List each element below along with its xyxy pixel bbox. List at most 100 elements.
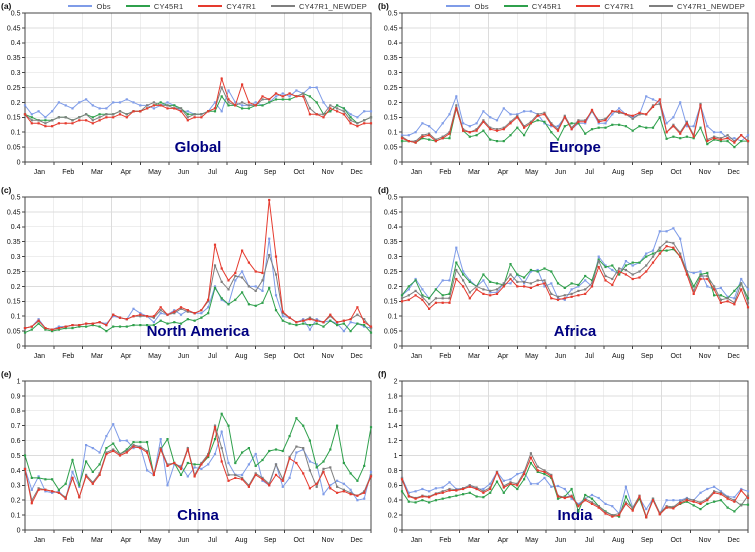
series-marker-cy45r1	[543, 267, 546, 270]
series-marker-cy47r1	[308, 113, 311, 116]
series-marker-cy47r1	[604, 279, 607, 282]
series-marker-cy47r1	[462, 487, 465, 491]
series-marker-cy45r1	[577, 510, 580, 513]
series-marker-cy45r1	[227, 104, 230, 107]
series-marker-obs	[434, 487, 437, 490]
legend-item-newdep: CY47R1_NEWDEP	[270, 2, 367, 11]
series-marker-obs	[733, 297, 736, 300]
y-tick-label: 0.5	[388, 194, 398, 201]
series-marker-cy47r1	[455, 489, 458, 492]
series-marker-obs	[719, 286, 722, 289]
y-tick-label: 1	[17, 378, 21, 385]
x-tick-label: Jun	[555, 169, 566, 176]
series-marker-cy47r1	[369, 122, 373, 125]
series-marker-obs	[448, 279, 451, 282]
series-marker-cy47r1	[611, 283, 614, 286]
series-marker-cy47r1	[288, 92, 291, 95]
series-marker-obs	[30, 113, 33, 116]
series-marker-cy45r1	[699, 273, 702, 276]
panel-label: (c)	[1, 185, 12, 195]
series-marker-cy47r1	[98, 321, 101, 324]
series-marker-newdep	[475, 486, 478, 489]
series-marker-cy47r1	[414, 294, 417, 297]
series-marker-cy45r1	[247, 447, 250, 450]
series-marker-cy47r1	[726, 137, 729, 140]
y-tick-label: 0.4	[11, 224, 21, 231]
series-marker-obs	[495, 119, 499, 122]
series-marker-obs	[64, 104, 67, 107]
series-marker-obs	[509, 478, 512, 481]
series-marker-cy47r1	[523, 473, 526, 476]
series-marker-obs	[152, 321, 155, 324]
series-marker-obs	[112, 315, 115, 318]
series-marker-obs	[281, 92, 284, 95]
legend-label: CY45R1	[531, 1, 562, 11]
series-marker-newdep	[329, 315, 332, 318]
series-marker-obs	[550, 282, 553, 285]
legend-item-newdep: CY47R1_NEWDEP	[648, 2, 745, 11]
series-marker-cy47r1	[509, 277, 512, 281]
x-tick-label: Dec	[727, 353, 740, 360]
series-marker-cy47r1	[618, 514, 621, 517]
series-marker-cy45r1	[213, 286, 217, 289]
series-marker-obs	[315, 463, 318, 466]
series-marker-cy45r1	[556, 282, 560, 285]
y-tick-label: 0.05	[384, 329, 398, 336]
series-marker-cy45r1	[482, 496, 485, 499]
series-marker-obs	[57, 101, 60, 104]
series-marker-cy47r1	[611, 515, 614, 518]
series-marker-cy47r1	[543, 470, 546, 473]
series-marker-newdep	[604, 117, 607, 120]
series-marker-obs	[611, 113, 614, 116]
y-tick-label: 0.15	[384, 299, 398, 306]
series-marker-cy47r1	[220, 77, 223, 80]
series-marker-newdep	[220, 447, 223, 450]
series-marker-cy47r1	[462, 285, 465, 288]
series-marker-obs	[529, 270, 532, 273]
series-marker-obs	[23, 104, 27, 107]
series-marker-obs	[179, 313, 183, 316]
series-marker-obs	[363, 497, 366, 500]
series-marker-cy45r1	[563, 286, 566, 289]
series-marker-newdep	[227, 288, 230, 291]
series-marker-cy45r1	[455, 494, 458, 497]
series-marker-cy47r1	[516, 285, 519, 288]
series-marker-cy47r1	[529, 122, 532, 125]
series-marker-newdep	[363, 119, 366, 122]
series-marker-cy45r1	[685, 500, 688, 503]
series-marker-newdep	[448, 297, 451, 300]
series-marker-cy45r1	[692, 137, 695, 140]
series-marker-cy45r1	[125, 448, 128, 451]
series-marker-cy47r1	[570, 295, 573, 298]
series-marker-obs	[631, 264, 634, 267]
series-marker-cy47r1	[132, 445, 135, 448]
series-marker-newdep	[234, 274, 237, 278]
series-marker-cy45r1	[173, 104, 176, 107]
series-marker-cy45r1	[227, 424, 230, 427]
series-marker-obs	[220, 110, 223, 113]
series-marker-cy45r1	[577, 283, 580, 286]
series-marker-cy45r1	[536, 270, 539, 273]
series-marker-cy47r1	[193, 475, 196, 478]
series-marker-cy47r1	[455, 107, 458, 110]
series-marker-cy45r1	[71, 327, 74, 330]
series-marker-cy47r1	[746, 496, 750, 500]
series-line-cy47r1	[24, 199, 372, 331]
series-marker-cy47r1	[536, 114, 539, 117]
series-marker-cy47r1	[638, 495, 641, 498]
series-marker-obs	[665, 499, 668, 502]
series-marker-cy47r1	[495, 129, 499, 132]
series-marker-cy47r1	[247, 261, 250, 264]
series-marker-cy45r1	[288, 322, 291, 325]
series-marker-newdep	[400, 476, 404, 479]
panel-india: (f) 0 0.2 0.4 0.6 0.8 1 1.2 1.4 1.6 1.8 2 Jan Feb Mar…	[377, 368, 755, 552]
series-marker-cy47r1	[577, 120, 580, 123]
series-marker-obs	[713, 485, 716, 488]
y-tick-label: 0.25	[7, 269, 21, 276]
series-marker-newdep	[400, 135, 404, 138]
series-marker-cy47r1	[434, 301, 437, 304]
x-tick-label: Jul	[208, 353, 217, 360]
series-marker-obs	[428, 125, 431, 128]
series-marker-newdep	[234, 473, 237, 476]
series-marker-newdep	[516, 482, 519, 485]
